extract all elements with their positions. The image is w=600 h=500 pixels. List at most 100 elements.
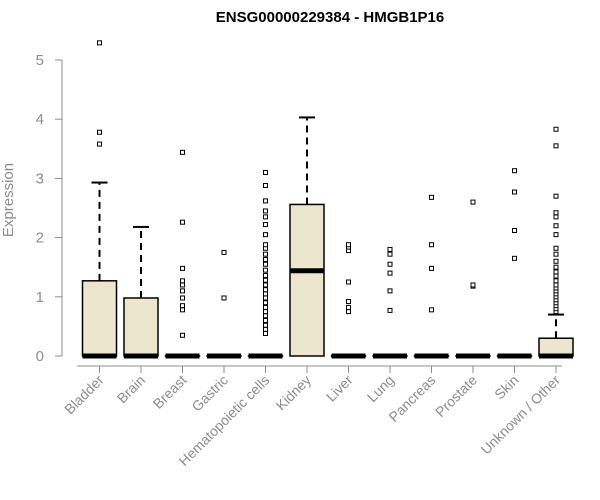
outlier-point bbox=[512, 189, 517, 195]
outlier-point bbox=[263, 261, 268, 267]
outlier-point bbox=[553, 278, 559, 284]
outlier-point bbox=[346, 304, 351, 310]
outlier-point bbox=[263, 326, 268, 332]
outlier-point bbox=[263, 222, 268, 228]
outlier-point bbox=[553, 193, 559, 199]
outlier-point bbox=[387, 261, 393, 267]
outlier-point bbox=[553, 264, 559, 270]
outlier-point bbox=[97, 141, 102, 147]
outlier-point bbox=[387, 270, 393, 276]
outlier-point bbox=[553, 251, 559, 257]
outlier-point bbox=[180, 278, 185, 284]
outlier-point bbox=[263, 313, 268, 319]
outlier-point bbox=[553, 258, 559, 264]
y-tick-label: 3 bbox=[36, 170, 44, 187]
outlier-point bbox=[512, 255, 517, 261]
box-group bbox=[538, 126, 574, 359]
box-group bbox=[455, 199, 491, 359]
outlier-point bbox=[263, 232, 268, 238]
outlier-point bbox=[180, 295, 185, 301]
boxplot-boxes bbox=[81, 40, 574, 359]
box-group bbox=[164, 149, 201, 359]
outlier-point bbox=[97, 129, 102, 135]
outlier-point bbox=[429, 307, 434, 313]
outlier-point bbox=[346, 279, 351, 285]
outlier-point bbox=[180, 265, 185, 271]
box-group bbox=[81, 40, 118, 359]
outlier-point bbox=[387, 251, 393, 257]
outlier-point bbox=[221, 249, 227, 255]
x-tick-label: Prostate bbox=[432, 372, 480, 420]
outlier-point bbox=[553, 245, 559, 251]
outlier-point bbox=[263, 251, 268, 257]
outlier-point bbox=[387, 307, 393, 313]
outlier-point bbox=[263, 317, 268, 323]
outlier-point bbox=[553, 273, 559, 279]
outlier-point bbox=[553, 232, 559, 238]
outlier-point bbox=[263, 198, 268, 204]
outlier-point bbox=[263, 267, 268, 273]
outlier-point bbox=[470, 199, 476, 205]
y-axis-label: Expression bbox=[0, 163, 17, 237]
outlier-point bbox=[429, 194, 434, 200]
y-tick-label: 4 bbox=[36, 111, 44, 128]
outlier-point bbox=[263, 287, 268, 293]
outlier-point bbox=[180, 282, 185, 288]
x-tick-label: Bladder bbox=[61, 372, 107, 418]
box-group bbox=[123, 225, 159, 359]
outlier-point bbox=[553, 143, 559, 149]
outlier-point bbox=[263, 304, 268, 310]
x-tick-label: Kidney bbox=[273, 372, 315, 414]
outlier-point bbox=[553, 269, 559, 275]
outlier-point bbox=[263, 277, 268, 283]
outlier-point bbox=[429, 242, 434, 248]
outlier-point bbox=[553, 214, 559, 220]
outlier-point bbox=[180, 303, 185, 309]
y-axis-ticks: 0 1 2 3 4 5 bbox=[36, 52, 62, 365]
outlier-point bbox=[180, 149, 185, 155]
outlier-point bbox=[263, 208, 268, 214]
outlier-point bbox=[512, 168, 517, 174]
outlier-point bbox=[346, 242, 351, 248]
x-tick-label: Skin bbox=[491, 372, 522, 403]
outlier-point bbox=[553, 126, 559, 132]
y-tick-label: 5 bbox=[36, 52, 44, 69]
outlier-point bbox=[263, 272, 268, 278]
outlier-point bbox=[180, 307, 185, 313]
outlier-point bbox=[263, 322, 268, 328]
x-tick-label: Breast bbox=[150, 372, 190, 412]
outlier-point bbox=[553, 282, 559, 288]
outlier-point bbox=[512, 227, 517, 233]
outlier-point bbox=[553, 210, 559, 216]
x-tick-label: Liver bbox=[323, 372, 356, 405]
outlier-point bbox=[263, 295, 268, 301]
outlier-point bbox=[263, 331, 268, 337]
outlier-point bbox=[180, 332, 185, 338]
x-tick-label: Lung bbox=[364, 372, 397, 405]
box-rect bbox=[123, 297, 159, 357]
box-group bbox=[206, 249, 242, 359]
box-group bbox=[496, 168, 533, 359]
outlier-point bbox=[263, 282, 268, 288]
outlier-point bbox=[263, 291, 268, 297]
box-group bbox=[330, 242, 367, 359]
y-tick-label: 1 bbox=[36, 289, 44, 306]
outlier-point bbox=[263, 242, 268, 248]
outlier-point bbox=[97, 40, 102, 46]
outlier-point bbox=[263, 214, 268, 220]
box-group bbox=[289, 116, 325, 357]
outlier-point bbox=[180, 219, 185, 225]
outlier-point bbox=[553, 223, 559, 229]
box-group bbox=[413, 194, 450, 359]
x-tick-label: Unknown / Other bbox=[478, 372, 564, 458]
outlier-point bbox=[221, 295, 227, 301]
box-rect bbox=[81, 280, 118, 357]
outlier-point bbox=[263, 257, 268, 263]
outlier-point bbox=[263, 183, 268, 189]
outlier-point bbox=[429, 265, 434, 271]
outlier-point bbox=[470, 282, 476, 288]
outlier-point bbox=[387, 288, 393, 294]
outlier-point bbox=[346, 299, 351, 305]
